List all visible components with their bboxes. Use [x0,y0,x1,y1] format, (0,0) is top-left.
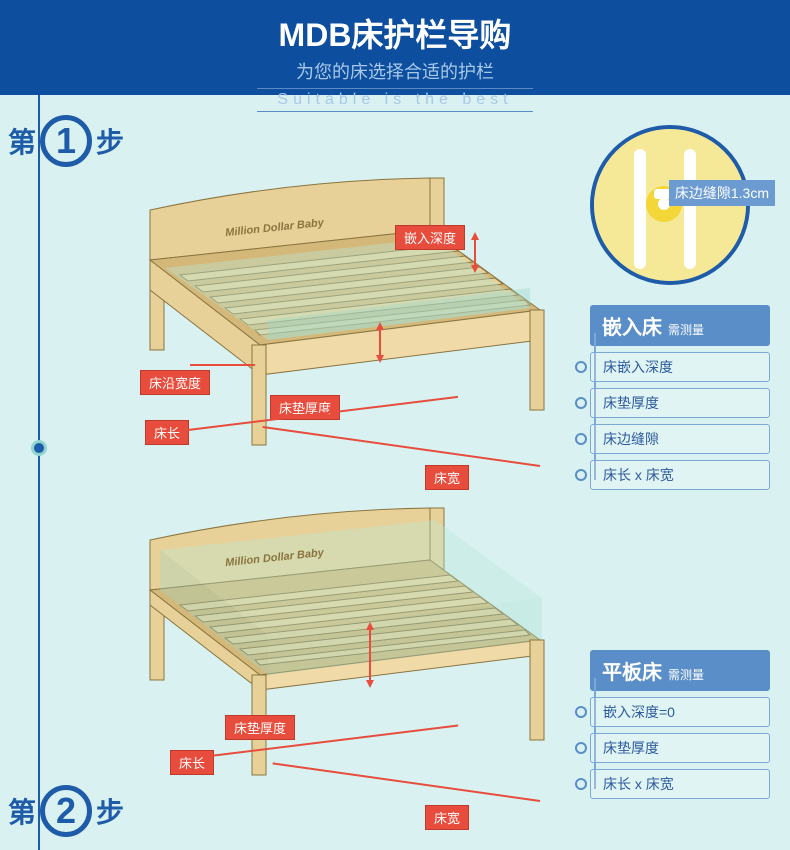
step1-prefix: 第 [8,121,36,161]
timeline-line [38,95,40,850]
bed1-embed-depth-label: 嵌入深度 [395,225,465,250]
content-area: 第 1 步 第 2 步 床边缝隙1.3cm [0,95,790,850]
main-title: MDB床护栏导购 [0,10,790,56]
bed1-width-label: 床宽 [425,465,469,490]
bed1-edge-width-label: 床沿宽度 [140,370,210,395]
info-box-embedded: 嵌入床 需测量 床嵌入深度 床垫厚度 床边缝隙 床长 x 床宽 [590,305,770,490]
header: MDB床护栏导购 为您的床选择合适的护栏 Suitable is the bes… [0,0,790,95]
bed1-length-label: 床长 [145,420,189,445]
inset-label: 床边缝隙1.3cm [669,180,775,206]
step1-suffix: 步 [96,121,124,161]
bed2-width-label: 床宽 [425,805,469,830]
info2-item-0: 嵌入深度=0 [590,697,770,727]
info2-title-text: 平板床 [602,656,662,685]
bed2-length-label: 床长 [170,750,214,775]
timeline-dot-mid [31,440,47,456]
info1-item-3: 床长 x 床宽 [590,460,770,490]
info2-title: 平板床 需测量 [590,650,770,691]
info1-title: 嵌入床 需测量 [590,305,770,346]
info1-item-2: 床边缝隙 [590,424,770,454]
info1-item-0: 床嵌入深度 [590,352,770,382]
info1-item-1: 床垫厚度 [590,388,770,418]
info1-title-sub: 需测量 [668,321,704,338]
info2-title-sub: 需测量 [668,666,704,683]
info2-item-2: 床长 x 床宽 [590,769,770,799]
info2-item-1: 床垫厚度 [590,733,770,763]
info-box-flat: 平板床 需测量 嵌入深度=0 床垫厚度 床长 x 床宽 [590,650,770,799]
info1-title-text: 嵌入床 [602,311,662,340]
step2-prefix: 第 [8,791,36,831]
bed-2-diagram: Million Dollar Baby [80,490,560,800]
subtitle-cn: 为您的床选择合适的护栏 [0,58,790,84]
bed2-mattress-label: 床垫厚度 [225,715,295,740]
